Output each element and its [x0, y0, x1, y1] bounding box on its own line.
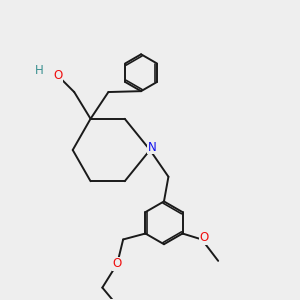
Text: O: O — [200, 232, 209, 244]
Text: O: O — [53, 69, 62, 82]
Text: N: N — [148, 140, 157, 154]
Text: H: H — [35, 64, 44, 77]
Text: O: O — [112, 257, 122, 270]
